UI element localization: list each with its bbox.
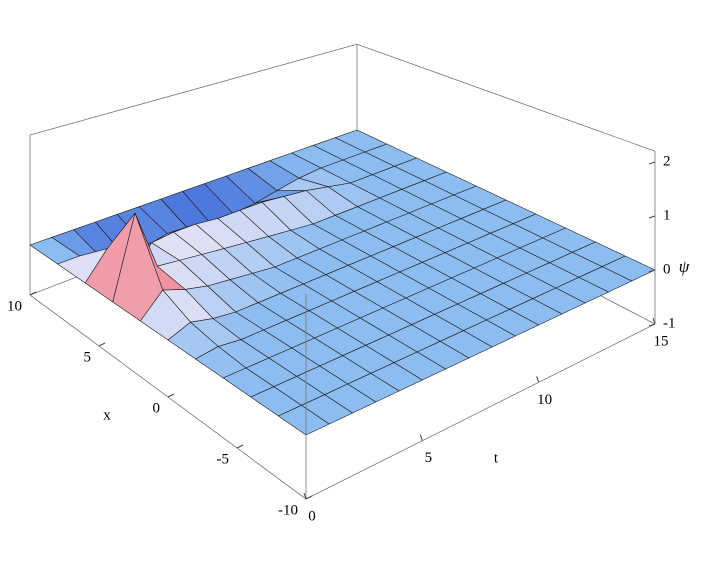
surface	[29, 129, 656, 436]
t-tick	[303, 492, 307, 500]
z-tick-label: 1	[663, 207, 671, 223]
t-tick	[652, 317, 656, 325]
z-tick	[648, 269, 656, 273]
z-tick	[648, 215, 656, 219]
t-axis-label: t	[494, 450, 499, 466]
z-tick-label: 0	[663, 261, 671, 277]
x-tick-label: 0	[153, 400, 161, 416]
t-tick-label: 0	[308, 508, 316, 524]
x-axis-label: x	[103, 407, 111, 423]
z-tick-label: 2	[663, 153, 671, 169]
x-tick	[236, 444, 244, 449]
box-edge	[356, 43, 656, 152]
z-tick	[648, 323, 656, 327]
t-tick-label: 15	[654, 333, 669, 349]
x-tick	[98, 342, 106, 347]
x-tick-label: 5	[84, 349, 92, 365]
box-edge	[305, 323, 656, 500]
t-tick-label: 10	[537, 392, 552, 408]
x-tick	[29, 291, 37, 296]
t-tick	[536, 376, 540, 383]
x-tick	[167, 393, 175, 398]
x-tick-label: -5	[217, 451, 230, 467]
x-tick-label: 10	[7, 298, 22, 314]
surface-cell	[278, 405, 330, 436]
z-tick-label: -1	[663, 315, 676, 331]
box-edge	[29, 43, 358, 136]
t-tick	[419, 434, 423, 441]
x-tick-label: -10	[278, 502, 298, 518]
z-axis-label: ψ	[679, 257, 690, 276]
z-tick	[648, 161, 656, 165]
x-tick	[305, 495, 313, 500]
t-tick-label: 5	[425, 450, 433, 466]
